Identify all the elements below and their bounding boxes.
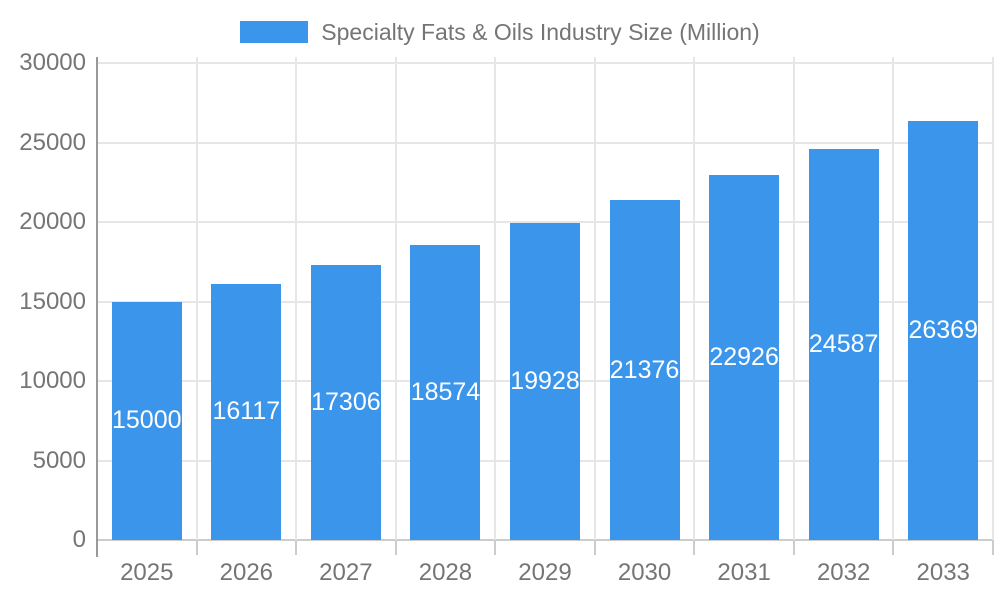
bar[interactable]: 24587	[808, 149, 879, 540]
x-tick-label: 2027	[319, 559, 373, 586]
y-tick-label: 20000	[19, 208, 86, 235]
v-gridline	[693, 57, 696, 540]
y-axis-line	[96, 57, 98, 540]
v-gridline	[992, 57, 994, 540]
x-tick-label: 2030	[617, 559, 672, 586]
y-tick-label: 10000	[19, 367, 86, 394]
bar[interactable]: 17306	[310, 264, 381, 540]
legend-series-label[interactable]: Specialty Fats & Oils Industry Size (Mil…	[321, 18, 760, 45]
x-axis-tick	[195, 540, 198, 555]
x-axis-tick	[693, 540, 696, 555]
legend-swatch[interactable]	[240, 21, 309, 43]
y-tick-label: 25000	[19, 128, 86, 156]
x-tick-label: 2032	[816, 559, 871, 586]
x-tick-label: 2028	[418, 559, 473, 586]
h-gridline	[97, 221, 993, 223]
bar[interactable]: 16117	[211, 283, 282, 540]
v-gridline	[892, 57, 895, 540]
y-tick-label: 0	[72, 526, 86, 553]
x-axis-line	[97, 539, 993, 541]
bar[interactable]: 18574	[410, 244, 481, 540]
bar[interactable]: 22926	[709, 175, 780, 540]
bar[interactable]: 19928	[510, 223, 580, 540]
v-gridline	[295, 57, 298, 540]
x-tick-label: 2026	[219, 559, 274, 586]
bar[interactable]: 15000	[111, 301, 182, 540]
bar-value-label: 21376	[609, 355, 680, 384]
bar[interactable]: 26369	[908, 120, 979, 540]
x-tick-label: 2033	[916, 559, 970, 586]
bar-value-label: 19928	[510, 367, 580, 396]
bar-value-label: 16117	[212, 397, 281, 426]
bar-value-label: 18574	[410, 377, 481, 406]
v-gridline	[593, 57, 596, 540]
y-tick-label: 5000	[32, 446, 86, 474]
bar[interactable]: 21376	[609, 200, 680, 540]
v-gridline	[792, 57, 795, 540]
v-gridline	[394, 57, 397, 540]
h-gridline	[97, 62, 993, 64]
bar-value-label: 26369	[908, 315, 978, 344]
y-tick-label: 15000	[19, 287, 86, 315]
x-axis-tick	[593, 540, 596, 555]
x-axis-tick	[792, 540, 795, 555]
x-axis-tick	[494, 540, 497, 555]
legend: Specialty Fats & Oils Industry Size (Mil…	[0, 17, 1000, 47]
x-tick-label: 2025	[120, 559, 174, 586]
v-gridline	[494, 57, 497, 540]
x-axis-tick	[96, 540, 98, 557]
x-tick-label: 2029	[518, 559, 572, 586]
v-gridline	[195, 57, 198, 540]
x-axis-tick	[295, 540, 298, 555]
x-axis-tick	[992, 540, 994, 555]
x-axis-tick	[394, 540, 397, 555]
h-gridline	[97, 141, 993, 144]
bar-value-label: 24587	[808, 330, 879, 359]
y-tick-label: 30000	[19, 49, 86, 76]
x-axis-tick	[892, 540, 895, 555]
bar-value-label: 22926	[709, 343, 779, 372]
bar-value-label: 15000	[112, 406, 182, 435]
x-tick-label: 2031	[717, 559, 771, 586]
bar-value-label: 17306	[311, 387, 381, 416]
